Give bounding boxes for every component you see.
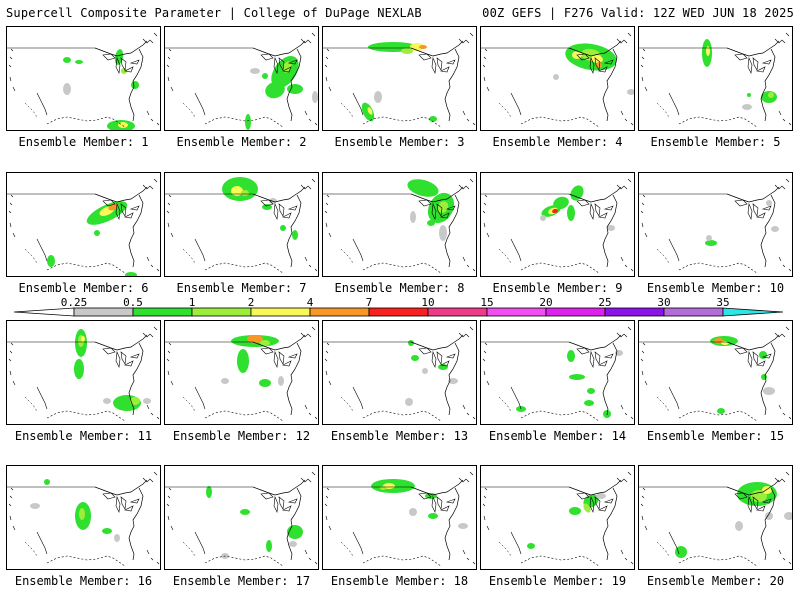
ensemble-map-panel: [322, 320, 477, 425]
colorbar-segment: [250, 307, 311, 317]
ensemble-member-label: Ensemble Member: 8: [334, 281, 465, 295]
colorbar-segment: [486, 307, 547, 317]
ensemble-map-panel: [638, 26, 793, 131]
us-map: [7, 326, 160, 422]
ensemble-map-panel: [6, 172, 161, 277]
us-map: [7, 178, 160, 276]
ensemble-member-label: Ensemble Member: 9: [492, 281, 623, 295]
colorbar-tick-label: 25: [598, 296, 611, 309]
ensemble-member-label: Ensemble Member: 6: [18, 281, 149, 295]
ensemble-map-panel: [480, 172, 635, 277]
us-map: [481, 178, 634, 274]
ensemble-member-label: Ensemble Member: 14: [488, 429, 627, 443]
colorbar-tick-label: 35: [716, 296, 729, 309]
us-map: [481, 471, 634, 567]
ensemble-member-label: Ensemble Member: 7: [176, 281, 307, 295]
ensemble-map-panel: [6, 320, 161, 425]
ensemble-map-panel: [638, 320, 793, 425]
ensemble-member-label: Ensemble Member: 20: [646, 574, 785, 588]
colorbar-legend: 0.25 0.5 1 2 4 7 10 15 20 25 30 35: [13, 296, 784, 317]
ensemble-member-label: Ensemble Member: 12: [172, 429, 311, 443]
ensemble-map-panel: [480, 465, 635, 570]
colorbar-tick-label: 2: [248, 296, 255, 309]
ensemble-map-panel: [6, 465, 161, 570]
us-map: [165, 471, 318, 567]
us-map: [165, 326, 318, 422]
ensemble-map-panel: [164, 465, 319, 570]
ensemble-member-label: Ensemble Member: 3: [334, 135, 465, 149]
header-run-info: 00Z GEFS | F276 Valid: 12Z WED JUN 18 20…: [482, 6, 794, 20]
colorbar-low-arrow: [13, 307, 75, 317]
colorbar-segment: [427, 307, 488, 317]
ensemble-map-panel: [322, 465, 477, 570]
colorbar-tick-label: 15: [480, 296, 493, 309]
header-title: Supercell Composite Parameter | College …: [6, 6, 422, 20]
ensemble-member-label: Ensemble Member: 11: [14, 429, 153, 443]
ensemble-map-panel: [638, 465, 793, 570]
us-map: [323, 326, 476, 422]
us-map: [323, 178, 476, 274]
us-map: [323, 32, 476, 128]
colorbar-tick-label: 1: [189, 296, 196, 309]
colorbar-segment: [545, 307, 606, 317]
ensemble-member-label: Ensemble Member: 13: [330, 429, 469, 443]
us-map: [639, 178, 792, 274]
ensemble-map-panel: [638, 172, 793, 277]
colorbar-tick-label: 20: [539, 296, 552, 309]
ensemble-member-label: Ensemble Member: 18: [330, 574, 469, 588]
colorbar-tick-label: 4: [307, 296, 314, 309]
colorbar-tick-label: 0.25: [61, 296, 88, 309]
ensemble-map-panel: [322, 172, 477, 277]
colorbar-tick-label: 0.5: [123, 296, 143, 309]
colorbar-tick-label: 10: [421, 296, 434, 309]
colorbar-tick-label: 30: [657, 296, 670, 309]
colorbar-segment: [132, 307, 193, 317]
ensemble-map-panel: [6, 26, 161, 131]
us-map: [323, 471, 476, 567]
colorbar-tick-label: 7: [366, 296, 373, 309]
ensemble-map-panel: [480, 320, 635, 425]
us-map: [481, 32, 634, 128]
us-map: [7, 32, 160, 130]
ensemble-member-label: Ensemble Member: 17: [172, 574, 311, 588]
ensemble-map-panel: [480, 26, 635, 131]
ensemble-map-panel: [322, 26, 477, 131]
colorbar-segment: [191, 307, 252, 317]
colorbar-segment: [309, 307, 370, 317]
us-map: [165, 32, 318, 130]
colorbar-high-arrow: [722, 307, 784, 317]
us-map: [7, 471, 160, 567]
ensemble-member-label: Ensemble Member: 16: [14, 574, 153, 588]
us-map: [165, 177, 318, 274]
ensemble-member-label: Ensemble Member: 1: [18, 135, 149, 149]
colorbar-segment: [663, 307, 724, 317]
ensemble-member-label: Ensemble Member: 10: [646, 281, 785, 295]
ensemble-map-panel: [164, 172, 319, 277]
us-map: [639, 326, 792, 422]
ensemble-member-label: Ensemble Member: 5: [650, 135, 781, 149]
ensemble-member-label: Ensemble Member: 15: [646, 429, 785, 443]
ensemble-member-label: Ensemble Member: 19: [488, 574, 627, 588]
ensemble-map-panel: [164, 26, 319, 131]
ensemble-member-label: Ensemble Member: 2: [176, 135, 307, 149]
ensemble-member-label: Ensemble Member: 4: [492, 135, 623, 149]
us-map: [639, 32, 792, 128]
colorbar-segment: [73, 307, 134, 317]
ensemble-map-panel: [164, 320, 319, 425]
us-map: [639, 471, 792, 567]
colorbar-segment: [368, 307, 429, 317]
colorbar-segment: [604, 307, 665, 317]
us-map: [481, 326, 634, 422]
